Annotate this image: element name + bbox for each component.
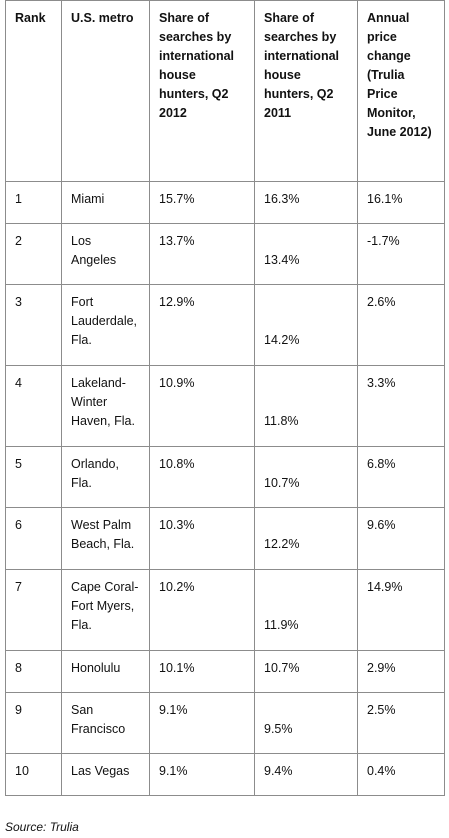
cell-metro: Honolulu <box>61 650 150 693</box>
table-row: 6 West Palm Beach, Fla. 10.3% 12.2% 9.6% <box>5 507 445 570</box>
cell-share-2011-wrap: 11.9% <box>254 569 358 651</box>
cell-price-change: -1.7% <box>357 223 445 285</box>
cell-share-2011: 13.4% <box>264 253 300 267</box>
cell-metro: Las Vegas <box>61 753 150 796</box>
cell-share-2011: 16.3% <box>254 181 358 224</box>
cell-metro: Lakeland-Winter Haven, Fla. <box>61 365 150 447</box>
cell-share-2012: 10.8% <box>149 446 255 508</box>
cell-share-2011-wrap: 10.7% <box>254 446 358 508</box>
cell-share-2012: 13.7% <box>149 223 255 285</box>
metro-search-table: Rank U.S. metro Share of searches by int… <box>5 0 445 796</box>
header-price-change: Annual price change (Trulia Price Monito… <box>357 0 445 182</box>
cell-price-change: 6.8% <box>357 446 445 508</box>
cell-share-2012: 10.9% <box>149 365 255 447</box>
cell-price-change: 16.1% <box>357 181 445 224</box>
cell-share-2011: 10.7% <box>264 476 300 490</box>
cell-share-2011: 9.4% <box>254 753 358 796</box>
table-row: 9 San Francisco 9.1% 9.5% 2.5% <box>5 692 445 754</box>
cell-metro: Miami <box>61 181 150 224</box>
table-row: 1 Miami 15.7% 16.3% 16.1% <box>5 181 445 224</box>
cell-price-change: 2.5% <box>357 692 445 754</box>
cell-share-2011: 14.2% <box>264 333 300 347</box>
header-rank: Rank <box>5 0 62 182</box>
cell-share-2012: 15.7% <box>149 181 255 224</box>
source-caption: Source: Trulia <box>5 820 79 834</box>
cell-price-change: 2.9% <box>357 650 445 693</box>
cell-metro: West Palm Beach, Fla. <box>61 507 150 570</box>
cell-share-2012: 10.3% <box>149 507 255 570</box>
cell-rank: 2 <box>5 223 62 285</box>
table-row: 3 Fort Lauderdale, Fla. 12.9% 14.2% 2.6% <box>5 284 445 366</box>
table-row: 7 Cape Coral-Fort Myers, Fla. 10.2% 11.9… <box>5 569 445 651</box>
cell-rank: 3 <box>5 284 62 366</box>
cell-share-2011: 11.8% <box>264 414 299 428</box>
cell-rank: 7 <box>5 569 62 651</box>
cell-rank: 1 <box>5 181 62 224</box>
cell-price-change: 3.3% <box>357 365 445 447</box>
table-row: 5 Orlando, Fla. 10.8% 10.7% 6.8% <box>5 446 445 508</box>
cell-rank: 8 <box>5 650 62 693</box>
cell-share-2011-wrap: 11.8% <box>254 365 358 447</box>
cell-rank: 9 <box>5 692 62 754</box>
cell-price-change: 0.4% <box>357 753 445 796</box>
cell-rank: 10 <box>5 753 62 796</box>
cell-share-2011: 10.7% <box>254 650 358 693</box>
cell-share-2011: 11.9% <box>264 618 299 632</box>
cell-rank: 4 <box>5 365 62 447</box>
cell-share-2012: 12.9% <box>149 284 255 366</box>
cell-metro: Orlando, Fla. <box>61 446 150 508</box>
table-header-row: Rank U.S. metro Share of searches by int… <box>5 0 445 182</box>
table-row: 8 Honolulu 10.1% 10.7% 2.9% <box>5 650 445 693</box>
cell-price-change: 9.6% <box>357 507 445 570</box>
header-share-2012: Share of searches by international house… <box>149 0 255 182</box>
cell-price-change: 2.6% <box>357 284 445 366</box>
table-row: 10 Las Vegas 9.1% 9.4% 0.4% <box>5 753 445 796</box>
cell-share-2011: 9.5% <box>264 722 293 736</box>
cell-share-2011: 12.2% <box>264 537 300 551</box>
cell-metro: Fort Lauderdale, Fla. <box>61 284 150 366</box>
header-share-2011: Share of searches by international house… <box>254 0 358 182</box>
cell-rank: 6 <box>5 507 62 570</box>
cell-rank: 5 <box>5 446 62 508</box>
cell-share-2012: 9.1% <box>149 753 255 796</box>
cell-share-2011-wrap: 13.4% <box>254 223 358 285</box>
cell-metro: San Francisco <box>61 692 150 754</box>
table-row: 4 Lakeland-Winter Haven, Fla. 10.9% 11.8… <box>5 365 445 447</box>
cell-share-2012: 10.1% <box>149 650 255 693</box>
cell-metro: Cape Coral-Fort Myers, Fla. <box>61 569 150 651</box>
cell-metro: Los Angeles <box>61 223 150 285</box>
header-metro: U.S. metro <box>61 0 150 182</box>
cell-share-2012: 9.1% <box>149 692 255 754</box>
table-row: 2 Los Angeles 13.7% 13.4% -1.7% <box>5 223 445 285</box>
cell-share-2011-wrap: 9.5% <box>254 692 358 754</box>
cell-price-change: 14.9% <box>357 569 445 651</box>
cell-share-2011-wrap: 12.2% <box>254 507 358 570</box>
cell-share-2012: 10.2% <box>149 569 255 651</box>
cell-share-2011-wrap: 14.2% <box>254 284 358 366</box>
